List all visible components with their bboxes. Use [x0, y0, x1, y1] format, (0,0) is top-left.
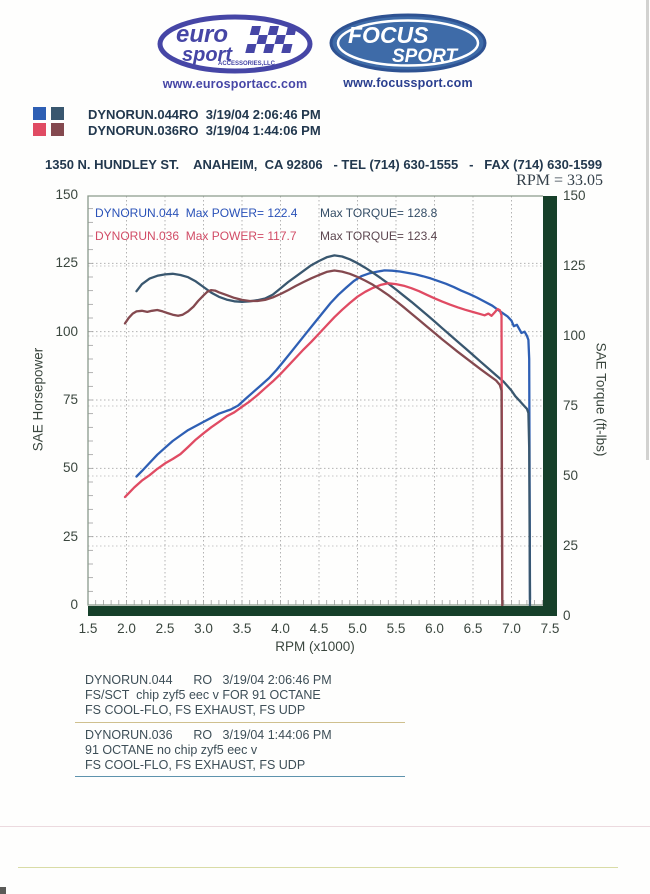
y-axis-right-tick: 75	[563, 398, 579, 413]
y-axis-left-tick: 25	[62, 528, 78, 544]
checkered-flag-icon	[245, 26, 297, 53]
x-axis-tick: 7.0	[502, 621, 521, 636]
y-axis-right-tick: 150	[563, 188, 586, 203]
x-axis-tick: 2.5	[155, 621, 175, 636]
focussport-logo: FOCUS SPORT	[329, 13, 487, 73]
run-separator-2	[75, 776, 405, 777]
x-axis-tick: 6.5	[463, 621, 483, 636]
run1-title: DYNORUN.044 RO 3/19/04 2:06:46 PM	[85, 673, 332, 687]
x-axis-tick: 6.0	[425, 621, 444, 636]
run2-mods-line: 91 OCTANE no chip zyf5 eec v	[85, 743, 258, 757]
y-axis-left-tick: 100	[55, 323, 78, 339]
dyno-plot-svg	[87, 195, 557, 616]
x-axis-tick: 4.5	[309, 621, 329, 636]
run1-mods-line: FS/SCT chip zyf5 eec v FOR 91 OCTANE	[85, 688, 321, 702]
x-axis-tick: 4.0	[271, 621, 290, 636]
eurosport-logo: euro sport ACCESSORIES,LLC	[157, 14, 313, 74]
y-axis-left-tick: 125	[55, 255, 78, 271]
run2-parts-line: FS COOL-FLO, FS EXHAUST, FS UDP	[85, 758, 306, 772]
scan-artifact-line	[18, 867, 618, 868]
y-axis-right-tick: 50	[563, 468, 579, 483]
rpm-readout: RPM = 33.05	[516, 172, 603, 189]
focussport-word1: FOCUS	[348, 22, 429, 48]
run1-parts-line: FS COOL-FLO, FS EXHAUST, FS UDP	[85, 703, 306, 717]
focussport-website: www.focussport.com	[343, 76, 473, 90]
eurosport-word2: sport	[182, 44, 233, 66]
eurosport-website: www.eurosportacc.com	[162, 77, 308, 91]
y-axis-left-title: SAE Horsepower	[30, 347, 46, 452]
run2-description-block: DYNORUN.036 RO 3/19/04 1:44:06 PM 91 OCT…	[85, 728, 332, 773]
scan-artifact-line	[0, 826, 650, 827]
y-axis-left-tick: 50	[62, 460, 78, 476]
scan-corner-mark	[0, 887, 6, 894]
x-axis-tick: 7.5	[540, 621, 560, 636]
focussport-word2: SPORT	[392, 46, 459, 67]
annotation-run1-max-torque: Max TORQUE= 128.8	[320, 206, 438, 220]
x-axis-title: RPM (x1000)	[275, 639, 355, 654]
annotation-run1-max-power: DYNORUN.044 Max POWER= 122.4	[95, 206, 298, 220]
annotation-run2-max-power: DYNORUN.036 Max POWER= 117.7	[95, 229, 297, 243]
x-axis-tick: 5.5	[386, 621, 406, 636]
x-axis-tick: 3.0	[194, 621, 213, 636]
annotation-run2-max-torque: Max TORQUE= 123.4	[320, 229, 438, 243]
run2-title: DYNORUN.036 RO 3/19/04 1:44:06 PM	[85, 728, 332, 742]
shop-address-line: 1350 N. HUNDLEY ST. ANAHEIM, CA 92806 - …	[45, 157, 603, 172]
y-axis-right-tick: 25	[563, 538, 579, 553]
legend-swatch-torque-1	[51, 107, 64, 120]
legend-label-run1: DYNORUN.044RO 3/19/04 2:06:46 PM	[88, 107, 321, 122]
run1-description-block: DYNORUN.044 RO 3/19/04 2:06:46 PM FS/SCT…	[85, 673, 332, 718]
y-axis-right-tick: 100	[563, 328, 586, 343]
y-axis-right-tick: 125	[563, 258, 586, 273]
y-axis-right-title: SAE Torque (ft-lbs)	[593, 342, 609, 457]
run-separator-1	[75, 722, 405, 723]
eurosport-tagline: ACCESSORIES,LLC	[218, 61, 276, 67]
y-axis-left-tick: 150	[55, 187, 78, 202]
x-axis-tick: 5.0	[348, 621, 367, 636]
x-axis-tick: 1.5	[78, 621, 98, 636]
y-axis-right-tick: 0	[563, 608, 571, 623]
legend-swatch-power-1	[33, 107, 46, 120]
legend-swatch-power-2	[33, 123, 46, 136]
y-axis-left-tick: 0	[70, 597, 78, 612]
scan-edge	[646, 0, 649, 460]
legend-swatch-torque-2	[51, 123, 64, 136]
x-axis-tick: 2.0	[117, 621, 136, 636]
x-axis-tick: 3.5	[232, 621, 252, 636]
eurosport-word1: euro	[176, 21, 228, 48]
y-axis-left-tick: 75	[62, 392, 78, 407]
legend-label-run2: DYNORUN.036RO 3/19/04 1:44:06 PM	[88, 123, 321, 138]
